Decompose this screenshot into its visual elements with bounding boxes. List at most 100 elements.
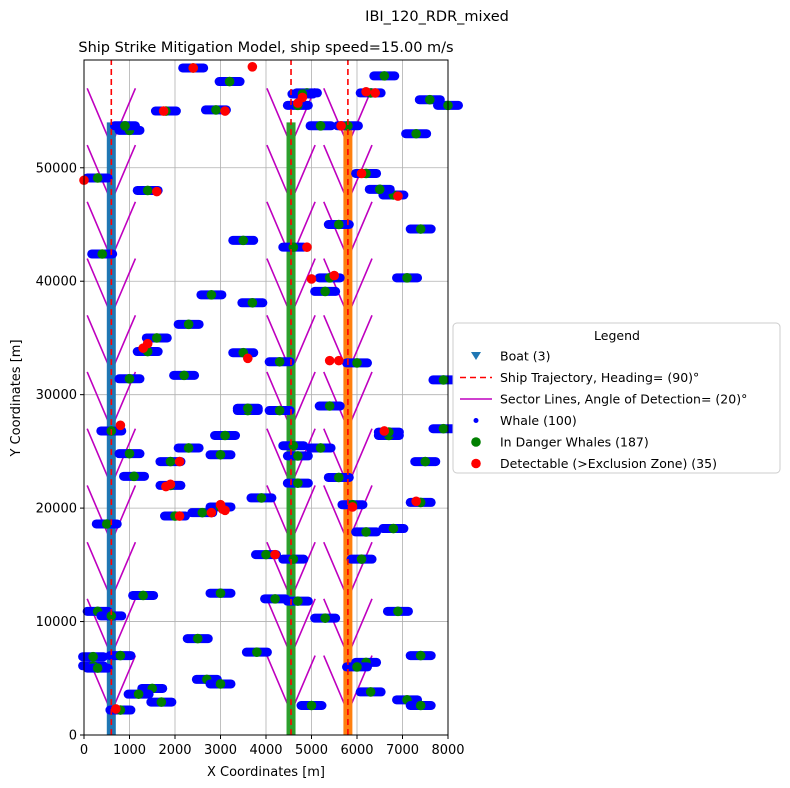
in-danger-whale [425, 94, 435, 105]
detectable-whale [247, 62, 258, 72]
y-axis-label: Y Coordinates [m] [9, 339, 24, 457]
y-tick-label: 50000 [36, 161, 77, 176]
detectable-whale [370, 88, 381, 98]
in-danger-whale [306, 700, 317, 711]
in-danger-whale [315, 443, 326, 453]
in-danger-whale [361, 527, 371, 537]
legend-boat-icon [471, 352, 481, 360]
x-tick-label: 5000 [295, 743, 328, 758]
in-danger-whale [438, 423, 449, 434]
detectable-whale [217, 504, 228, 515]
in-danger-whale [274, 356, 285, 367]
in-danger-whale [215, 449, 226, 460]
legend-whale-icon [473, 418, 479, 423]
detectable-whale [206, 507, 217, 518]
in-danger-whale [97, 249, 107, 259]
y-tick-label: 20000 [36, 502, 77, 517]
detectable-whale [306, 274, 317, 284]
in-danger-whale [224, 76, 235, 87]
legend-label: Sector Lines, Angle of Detection= (20)° [500, 392, 747, 407]
in-danger-whale [334, 219, 344, 230]
detectable-whale [324, 355, 335, 366]
in-danger-whale [252, 647, 262, 657]
detectable-whale [188, 63, 198, 73]
in-danger-whale [274, 405, 285, 416]
in-danger-whale [183, 319, 194, 330]
in-danger-whale [165, 456, 176, 467]
detectable-whale [293, 98, 303, 108]
in-danger-whale [343, 120, 353, 131]
detectable-whale [411, 496, 421, 507]
chart-title: Ship Strike Mitigation Model, ship speed… [78, 40, 453, 56]
in-danger-whale [420, 456, 431, 467]
detectable-whale [356, 168, 367, 179]
in-danger-whale [206, 290, 217, 300]
in-danger-whale [270, 594, 280, 604]
in-danger-whale [215, 588, 226, 598]
in-danger-whale [315, 120, 326, 131]
detectable-whale [336, 120, 346, 131]
x-tick-label: 4000 [249, 743, 282, 758]
in-danger-whale [215, 679, 226, 689]
detectable-whale [270, 549, 280, 560]
in-danger-whale [374, 184, 385, 195]
in-danger-whale [142, 185, 153, 196]
in-danger-whale [243, 403, 253, 414]
in-danger-whale [415, 700, 426, 711]
x-axis: 0 1000 2000 3000 4000 5000 6000 7000 8000 [80, 735, 465, 758]
legend-label: Whale (100) [500, 413, 577, 428]
legend-label: Ship Trajectory, Heading= (90)° [500, 370, 699, 385]
detectable-whale [161, 481, 171, 492]
in-danger-whale [293, 596, 303, 606]
in-danger-whale [124, 373, 135, 384]
in-danger-whale [293, 478, 303, 488]
x-tick-label: 2000 [158, 743, 191, 758]
detectable-whale [361, 86, 371, 97]
legend-label: Detectable (>Exclusion Zone) (35) [500, 456, 717, 471]
x-tick-label: 8000 [431, 743, 464, 758]
in-danger-whale [365, 687, 376, 697]
in-danger-whale [247, 297, 258, 308]
y-tick-label: 10000 [36, 615, 77, 630]
detectable-whale [334, 355, 344, 366]
in-danger-whale [393, 606, 403, 617]
in-danger-whale [88, 651, 98, 662]
ship-tracks [106, 122, 353, 735]
in-danger-whale [106, 611, 117, 621]
detectable-whale [379, 426, 390, 436]
legend-label: In Danger Whales (187) [500, 435, 649, 450]
in-danger-whale [211, 105, 221, 115]
in-danger-whale [334, 472, 344, 483]
in-danger-whale [356, 554, 367, 564]
in-danger-whale [156, 697, 167, 707]
y-tick-label: 0 [69, 729, 77, 744]
ship-track [343, 122, 353, 735]
in-danger-whale [388, 523, 399, 534]
in-danger-whale [238, 235, 249, 246]
ship-track [286, 122, 296, 735]
ship-trajectories [110, 60, 349, 735]
in-danger-whale [293, 451, 303, 461]
in-danger-whale [320, 613, 330, 623]
detectable-whale [347, 502, 358, 512]
in-danger-whale [133, 689, 144, 699]
in-danger-whale [138, 590, 148, 601]
in-danger-whale [379, 71, 390, 81]
in-danger-whale [438, 375, 449, 385]
in-danger-whale [402, 273, 412, 283]
detectable-whale [329, 270, 340, 281]
legend-label: Boat (3) [500, 349, 550, 364]
in-danger-whale [288, 440, 299, 451]
grid-layer [83, 60, 449, 736]
detectable-whale [393, 191, 403, 201]
in-danger-whale [411, 128, 421, 139]
y-tick-label: 40000 [36, 275, 77, 290]
legend-dot-icon [471, 458, 481, 469]
in-danger-whale [179, 370, 189, 381]
in-danger-whale [220, 430, 230, 441]
detectable-whale [111, 704, 121, 714]
legend-box [452, 322, 781, 474]
in-danger-whale [92, 173, 103, 183]
